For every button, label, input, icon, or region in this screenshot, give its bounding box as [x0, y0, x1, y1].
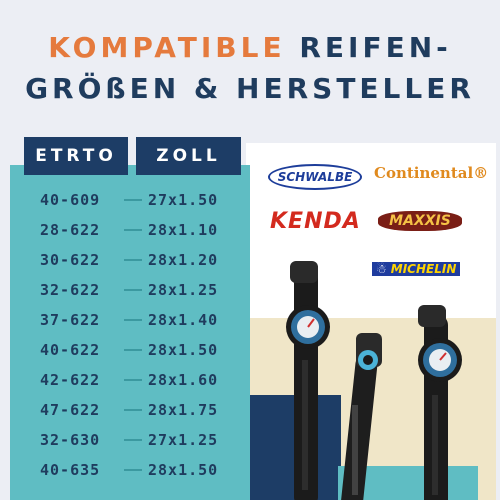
etrto-value: 30-622 — [40, 251, 101, 269]
pump-middle — [340, 333, 382, 500]
pump-illustration — [286, 261, 462, 500]
size-table: 40-609 27x1.50 28-622 28x1.10 30-622 28x… — [24, 185, 244, 485]
table-row: 40-622 28x1.50 — [24, 335, 244, 365]
table-row: 40-609 27x1.50 — [24, 185, 244, 215]
continental-logo-text: Continental — [374, 164, 474, 182]
row-connector — [124, 229, 142, 231]
continental-logo: Continental® — [374, 164, 489, 182]
title-accent: KOMPATIBLE — [48, 31, 286, 64]
row-connector — [124, 379, 142, 381]
row-connector — [124, 259, 142, 261]
michelin-logo-text: MICHELIN — [390, 262, 457, 276]
header-zoll: ZOLL — [136, 137, 241, 175]
zoll-value: 28x1.20 — [148, 251, 219, 269]
table-row: 28-622 28x1.10 — [24, 215, 244, 245]
etrto-value: 28-622 — [40, 221, 101, 239]
title-rest: REIFEN- — [299, 31, 452, 64]
maxxis-logo: MAXXIS — [378, 211, 462, 231]
pump-left — [286, 261, 330, 500]
etrto-value: 37-622 — [40, 311, 101, 329]
title-line-2: GRÖßEN & HERSTELLER — [25, 72, 475, 105]
table-row: 30-622 28x1.20 — [24, 245, 244, 275]
etrto-value: 42-622 — [40, 371, 101, 389]
row-connector — [124, 469, 142, 471]
zoll-value: 27x1.25 — [148, 431, 219, 449]
etrto-value: 47-622 — [40, 401, 101, 419]
title-line-1: KOMPATIBLE REIFEN- — [0, 34, 500, 62]
row-connector — [124, 349, 142, 351]
table-row: 40-635 28x1.50 — [24, 455, 244, 485]
zoll-value: 28x1.25 — [148, 281, 219, 299]
zoll-value: 28x1.75 — [148, 401, 219, 419]
table-row: 32-622 28x1.25 — [24, 275, 244, 305]
table-row: 47-622 28x1.75 — [24, 395, 244, 425]
row-connector — [124, 199, 142, 201]
table-background — [10, 165, 250, 500]
schwalbe-logo: SCHWALBE — [268, 164, 362, 190]
etrto-value: 40-609 — [40, 191, 101, 209]
etrto-value: 40-635 — [40, 461, 101, 479]
michelin-logo: ☃ MICHELIN — [372, 262, 461, 276]
table-row: 32-630 27x1.25 — [24, 425, 244, 455]
etrto-value: 32-622 — [40, 281, 101, 299]
zoll-value: 27x1.50 — [148, 191, 219, 209]
table-row: 42-622 28x1.60 — [24, 365, 244, 395]
etrto-value: 40-622 — [40, 341, 101, 359]
kenda-logo: KENDA — [270, 209, 361, 234]
pump-right — [418, 305, 462, 500]
zoll-value: 28x1.50 — [148, 461, 219, 479]
table-row: 37-622 28x1.40 — [24, 305, 244, 335]
row-connector — [124, 289, 142, 291]
zoll-value: 28x1.50 — [148, 341, 219, 359]
header-etrto: ETRTO — [24, 137, 128, 175]
row-connector — [124, 409, 142, 411]
etrto-value: 32-630 — [40, 431, 101, 449]
zoll-value: 28x1.40 — [148, 311, 219, 329]
row-connector — [124, 439, 142, 441]
navy-accent-block — [246, 395, 341, 500]
michelin-figure-icon: ☃ — [376, 262, 387, 276]
zoll-value: 28x1.60 — [148, 371, 219, 389]
row-connector — [124, 319, 142, 321]
zoll-value: 28x1.10 — [148, 221, 219, 239]
